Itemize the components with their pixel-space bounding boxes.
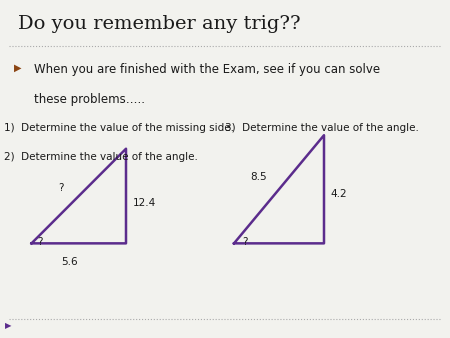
Text: ?: ? bbox=[58, 183, 63, 193]
Text: 12.4: 12.4 bbox=[133, 198, 156, 208]
Text: 3)  Determine the value of the angle.: 3) Determine the value of the angle. bbox=[225, 123, 419, 134]
Text: ▶: ▶ bbox=[14, 63, 21, 73]
Text: 4.2: 4.2 bbox=[331, 189, 347, 199]
Text: ▶: ▶ bbox=[4, 321, 11, 330]
Text: 5.6: 5.6 bbox=[62, 257, 78, 267]
Text: 2)  Determine the value of the angle.: 2) Determine the value of the angle. bbox=[4, 152, 198, 162]
Text: Do you remember any trig??: Do you remember any trig?? bbox=[18, 15, 301, 33]
Text: When you are finished with the Exam, see if you can solve: When you are finished with the Exam, see… bbox=[34, 63, 380, 75]
Text: 8.5: 8.5 bbox=[251, 172, 267, 183]
Text: these problems…..: these problems….. bbox=[34, 93, 145, 106]
Text: ?: ? bbox=[37, 237, 43, 247]
Text: 1)  Determine the value of the missing side.: 1) Determine the value of the missing si… bbox=[4, 123, 234, 134]
Text: ?: ? bbox=[242, 237, 248, 247]
